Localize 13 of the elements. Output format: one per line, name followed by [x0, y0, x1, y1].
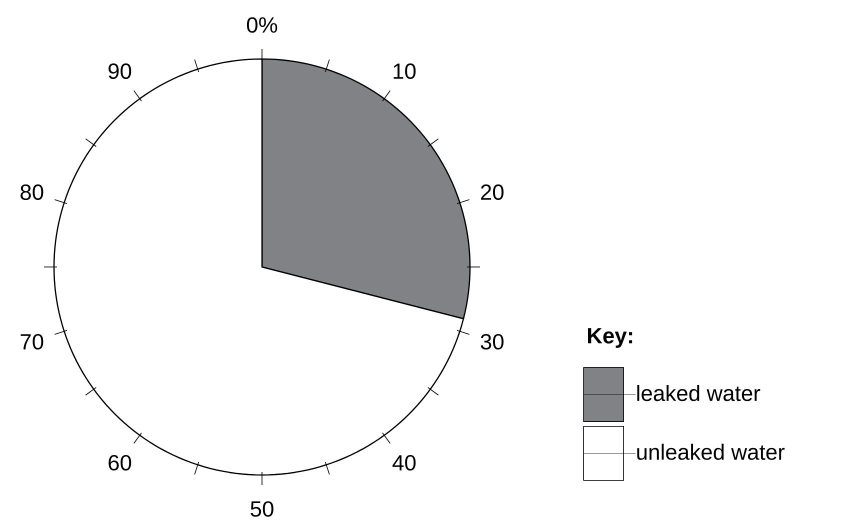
- text: 80: [20, 184, 44, 200]
- legend-title: Key:: [588, 328, 632, 348]
- text: 0%: [246, 17, 278, 33]
- text: 10: [394, 63, 416, 79]
- text: 90: [108, 63, 132, 79]
- text: 40: [392, 454, 416, 471]
- legend-label: unleaked water: [637, 444, 785, 460]
- text: 50: [250, 501, 274, 517]
- text: 60: [108, 454, 132, 471]
- text: 20: [481, 184, 504, 200]
- text: 70: [20, 334, 44, 350]
- text: 30: [480, 334, 504, 350]
- legend-label: leaked water: [637, 384, 760, 402]
